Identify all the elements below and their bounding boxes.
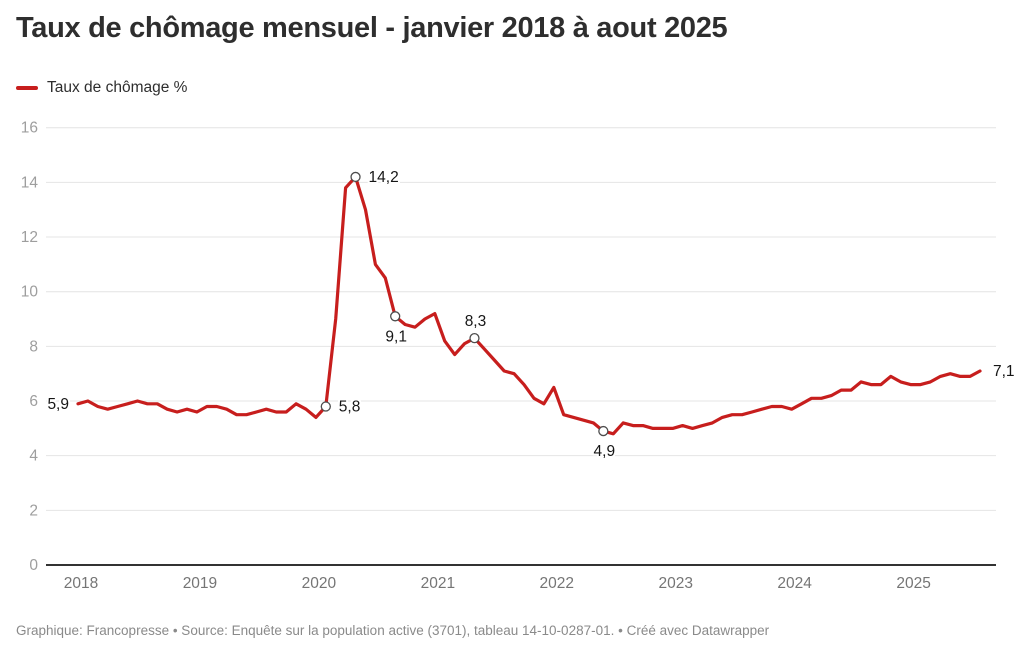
- x-year-label: 2019: [183, 575, 217, 592]
- y-tick-label: 4: [29, 448, 38, 465]
- legend-label: Taux de chômage %: [47, 79, 188, 96]
- y-tick-label: 14: [21, 174, 39, 191]
- data-point-label: 9,1: [385, 328, 407, 345]
- x-year-label: 2022: [540, 575, 574, 592]
- y-tick-label: 6: [29, 393, 38, 410]
- legend-line-swatch-icon: [16, 86, 38, 90]
- x-year-label: 2021: [421, 575, 455, 592]
- data-point-label: 8,3: [465, 313, 487, 330]
- chart-footer: Graphique: Francopresse • Source: Enquêt…: [16, 623, 770, 638]
- y-tick-label: 10: [21, 284, 39, 301]
- unemployment-line: [76, 175, 982, 436]
- data-point-marker: [320, 401, 331, 412]
- data-point-marker: [390, 311, 401, 322]
- chart-title: Taux de chômage mensuel - janvier 2018 à…: [16, 12, 728, 44]
- x-year-label: 2018: [64, 575, 98, 592]
- data-point-label: 14,2: [369, 169, 399, 186]
- x-year-label: 2023: [658, 575, 692, 592]
- data-point-label: 5,9: [47, 396, 69, 413]
- x-year-label: 2024: [777, 575, 812, 592]
- y-tick-label: 16: [21, 120, 38, 137]
- data-point-label: 5,8: [339, 398, 361, 415]
- y-tick-label: 12: [21, 229, 38, 246]
- x-year-label: 2025: [896, 575, 930, 592]
- y-tick-label: 8: [29, 338, 38, 355]
- data-point-marker: [469, 333, 480, 344]
- data-point-label: 4,9: [594, 443, 616, 460]
- line-chart: 0 2 4 6 8 10 12 14 16 2018 2019 2020 2021 2022 2023 202…: [21, 120, 1017, 592]
- y-tick-label: 2: [29, 502, 38, 519]
- data-point-label: 7,1: [993, 363, 1015, 380]
- y-tick-label: 0: [29, 557, 38, 574]
- x-year-label: 2020: [302, 575, 337, 592]
- data-point-marker: [598, 425, 609, 437]
- data-point-marker: [350, 171, 361, 183]
- legend: Taux de chômage %: [16, 79, 187, 97]
